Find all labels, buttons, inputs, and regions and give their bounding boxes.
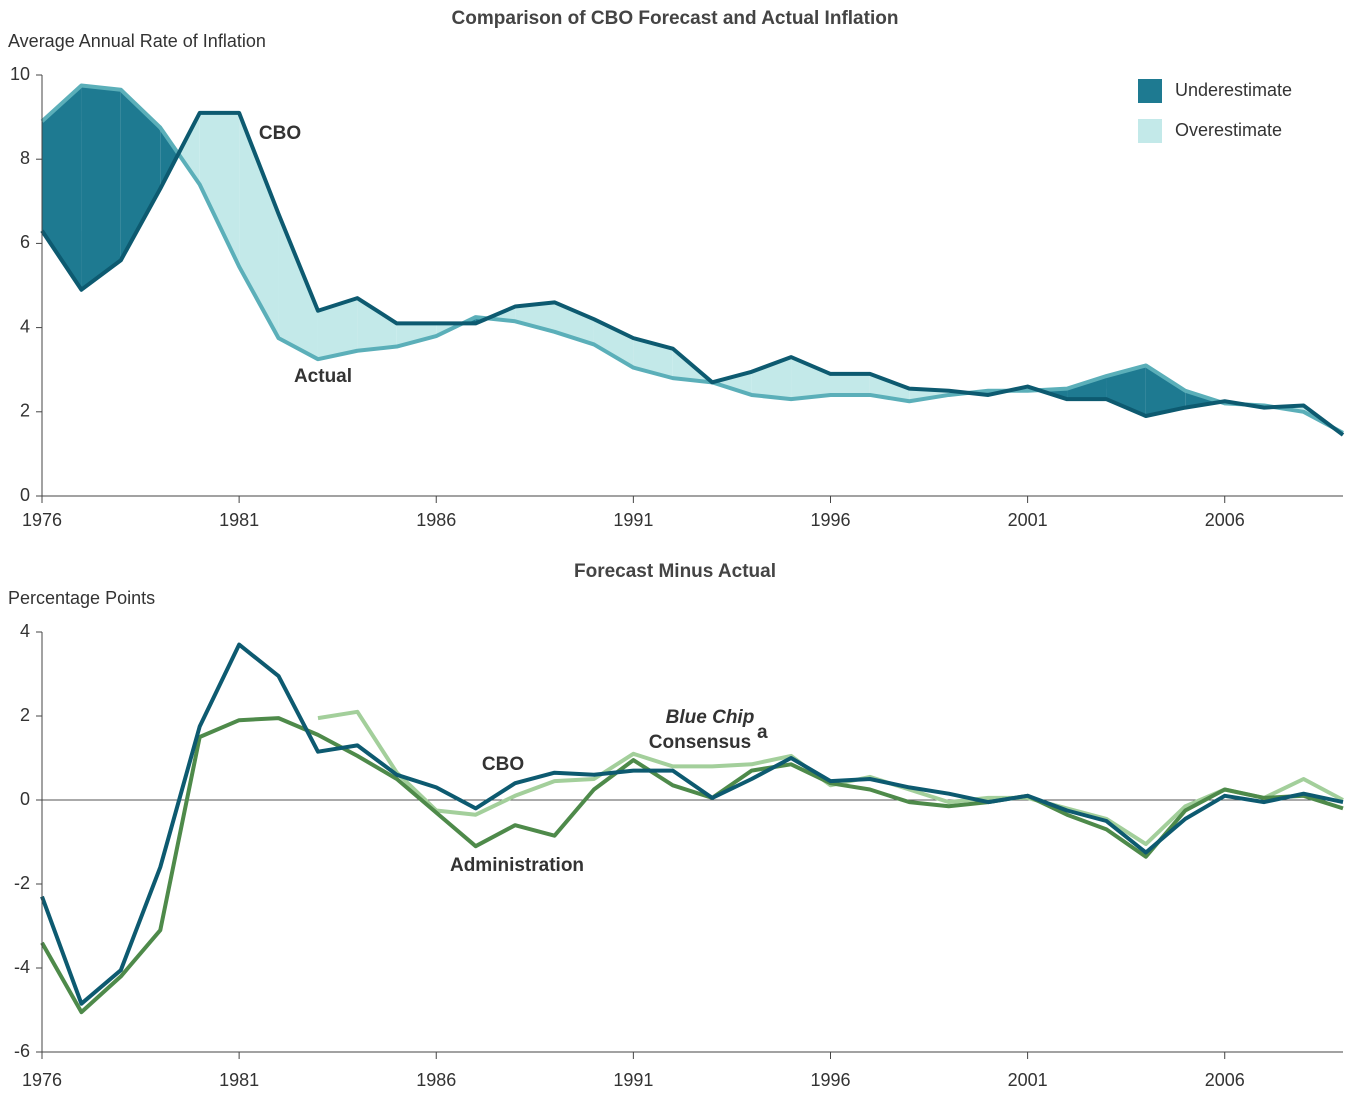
- gap-area: [317, 298, 358, 360]
- x-tick-label: 1996: [810, 510, 850, 530]
- gap-area: [593, 319, 634, 368]
- x-tick-label: 1986: [416, 1070, 456, 1090]
- x-tick-label: 2006: [1205, 510, 1245, 530]
- series-line: [317, 709, 1344, 847]
- chart-title: Comparison of CBO Forecast and Actual In…: [452, 8, 899, 29]
- x-tick-label: 1981: [219, 510, 259, 530]
- y-tick-label: 8: [20, 148, 30, 168]
- legend-swatch: [1138, 79, 1162, 103]
- y-tick-label: 10: [10, 64, 30, 84]
- gap-area: [42, 85, 82, 290]
- y-tick-label: 2: [20, 705, 30, 725]
- series-label: CBO: [482, 754, 524, 775]
- y-axis-label: Percentage Points: [8, 588, 155, 608]
- series-line: [40, 110, 1345, 437]
- series-line: [40, 716, 1344, 1015]
- chart-title: Forecast Minus Actual: [574, 561, 776, 582]
- series-label: CBO: [259, 123, 301, 144]
- gap-area: [278, 213, 318, 360]
- gap-area: [160, 127, 179, 189]
- legend-label: Underestimate: [1175, 80, 1292, 100]
- x-tick-label: 1996: [810, 1070, 850, 1090]
- gap-area: [712, 371, 752, 395]
- y-tick-label: 0: [20, 789, 30, 809]
- x-tick-label: 2001: [1008, 510, 1048, 530]
- x-tick-label: 1986: [416, 510, 456, 530]
- x-tick-label: 1976: [22, 1070, 62, 1090]
- x-tick-label: 1991: [613, 510, 653, 530]
- series-line: [40, 83, 1344, 435]
- gap-area: [791, 357, 831, 400]
- footnote-mark: a: [757, 722, 768, 743]
- y-tick-label: 6: [20, 232, 30, 252]
- y-tick-label: -4: [14, 957, 30, 977]
- series-line: [40, 642, 1344, 1006]
- gap-area: [751, 357, 792, 400]
- gap-area: [830, 373, 870, 395]
- legend-label: Overestimate: [1175, 120, 1282, 140]
- series-label: Blue Chip: [666, 707, 755, 728]
- y-tick-label: 4: [20, 621, 30, 641]
- gap-area: [81, 85, 121, 290]
- legend-swatch: [1138, 119, 1162, 143]
- series-label: Administration: [450, 855, 584, 876]
- gap-area: [396, 323, 437, 347]
- gap-area: [515, 302, 555, 332]
- y-tick-label: -2: [14, 873, 30, 893]
- y-tick-label: 4: [20, 316, 30, 336]
- gap-area: [1145, 365, 1186, 417]
- gap-area: [869, 373, 910, 402]
- gap-area: [357, 298, 397, 351]
- series-label: Consensus: [649, 732, 751, 753]
- gap-area: [633, 338, 673, 379]
- gap-area: [199, 112, 240, 267]
- y-tick-label: -6: [14, 1041, 30, 1061]
- y-tick-label: 0: [20, 485, 30, 505]
- x-tick-label: 2006: [1205, 1070, 1245, 1090]
- x-tick-label: 1991: [613, 1070, 653, 1090]
- y-axis-label: Average Annual Rate of Inflation: [8, 31, 266, 51]
- gap-area: [1067, 376, 1107, 400]
- x-tick-label: 2001: [1008, 1070, 1048, 1090]
- y-tick-label: 2: [20, 401, 30, 421]
- gap-area: [178, 112, 200, 185]
- x-tick-label: 1976: [22, 510, 62, 530]
- gap-area: [120, 89, 161, 261]
- x-tick-label: 1981: [219, 1070, 259, 1090]
- series-label: Actual: [294, 366, 352, 387]
